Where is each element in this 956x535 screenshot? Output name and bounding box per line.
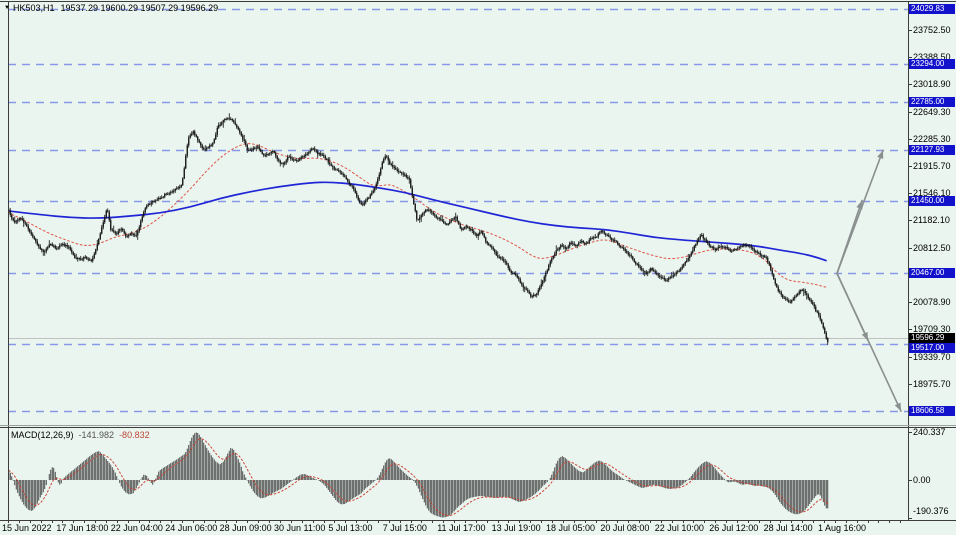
time-tick-label: 28 Jun 09:00 bbox=[219, 523, 272, 533]
time-tick-label: 30 Jun 11:00 bbox=[274, 523, 326, 533]
time-tick-label: 1 Aug 16:00 bbox=[818, 523, 867, 533]
price-tick-label: 21182.10 bbox=[913, 215, 950, 226]
time-tick-label: 28 Jul 14:00 bbox=[763, 523, 813, 533]
price-level-badge: 23294.00 bbox=[909, 58, 955, 69]
macd-name-label: MACD(12,26,9) bbox=[11, 430, 74, 440]
collapse-triangle-icon[interactable]: ▼ bbox=[4, 5, 10, 11]
price-tick-label: 21915.70 bbox=[913, 161, 951, 172]
price-tick-label: 18975.70 bbox=[913, 378, 951, 389]
price-tick-label: 22649.30 bbox=[913, 106, 951, 117]
time-tick-label: 18 Jul 05:00 bbox=[546, 523, 596, 533]
macd-axis-label: 0.00 bbox=[913, 475, 931, 485]
time-tick-label: 15 Jun 2022 bbox=[2, 523, 52, 533]
current-price-badge: 19596.29 bbox=[909, 332, 955, 343]
price-tick-label: 22285.30 bbox=[913, 133, 951, 144]
price-level-badge: 19517.00 bbox=[909, 342, 955, 353]
chart-title: ▼ HK503,H1 19537.29 19600.29 19507.29 1959… bbox=[4, 3, 218, 13]
price-tick-label: 23388.50 bbox=[913, 51, 951, 62]
macd-axis-label: 240.337 bbox=[913, 426, 946, 437]
time-tick-label: 11 Jul 17:00 bbox=[437, 523, 486, 533]
macd-signal-value: -80.832 bbox=[119, 430, 150, 440]
time-tick-label: 5 Jul 13:00 bbox=[328, 523, 373, 533]
time-tick-label: 7 Jul 15:00 bbox=[382, 523, 427, 533]
price-level-badge: 21450.00 bbox=[909, 195, 955, 206]
price-tick-label: 19339.70 bbox=[913, 351, 951, 362]
symbol-timeframe-label: HK503,H1 bbox=[12, 3, 55, 13]
time-tick-label: 13 Jul 19:00 bbox=[491, 523, 541, 533]
price-level-badge: 22785.00 bbox=[909, 96, 955, 107]
ohlc-values-label: 19537.29 19600.29 19507.29 19596.29 bbox=[60, 3, 219, 13]
time-tick-label: 17 Jun 18:00 bbox=[56, 523, 109, 533]
price-tick-label: 19709.30 bbox=[913, 324, 951, 335]
time-tick-label: 26 Jul 12:00 bbox=[709, 523, 759, 533]
price-level-badge: 18606.58 bbox=[909, 406, 955, 417]
macd-main-value: -141.982 bbox=[78, 430, 115, 440]
price-level-badge: 24029.83 bbox=[909, 4, 955, 15]
macd-indicator-label: MACD(12,26,9) -141.982 -80.832 bbox=[11, 430, 150, 440]
time-tick-label: 20 Jul 08:00 bbox=[600, 523, 650, 533]
macd-axis-label: -190.376 bbox=[913, 506, 949, 516]
price-tick-label: 21546.10 bbox=[913, 188, 951, 199]
price-tick-label: 20078.90 bbox=[913, 297, 951, 308]
price-level-badge: 22127.93 bbox=[909, 145, 955, 156]
time-tick-label: 24 Jun 06:00 bbox=[165, 523, 218, 533]
price-tick-label: 23752.50 bbox=[913, 25, 951, 35]
time-tick-label: 22 Jun 04:00 bbox=[110, 523, 163, 533]
time-tick-label: 22 Jul 10:00 bbox=[654, 523, 704, 533]
price-tick-label: 23018.90 bbox=[913, 79, 951, 90]
price-tick-label: 20812.50 bbox=[913, 242, 951, 253]
price-level-badge: 20467.00 bbox=[909, 268, 955, 279]
